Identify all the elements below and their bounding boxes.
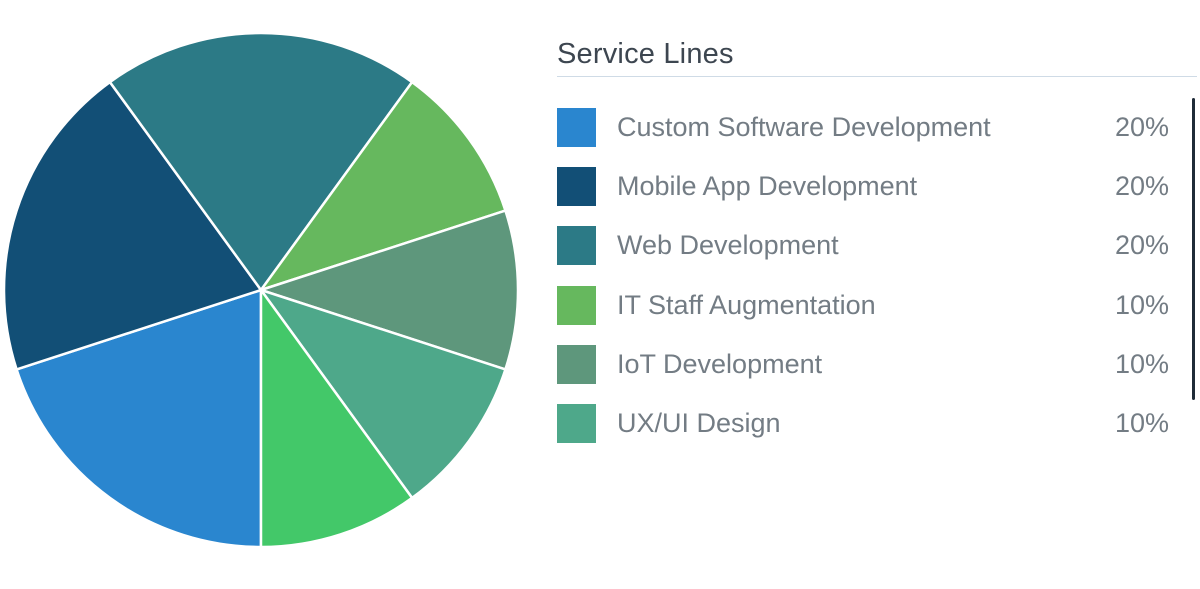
legend-value: 10% [1114,348,1169,379]
legend-value: 10% [1114,407,1169,438]
legend-swatch [557,285,596,325]
legend-scrollbar[interactable] [1192,98,1195,400]
legend-item[interactable]: Mobile App Development 20% [557,167,1169,226]
pie-chart [2,31,520,549]
legend-item[interactable]: Custom Software Development 20% [557,108,1169,167]
legend-label: IoT Development [617,348,823,379]
legend-swatch [557,344,596,384]
legend-value: 20% [1114,230,1169,261]
legend-item[interactable]: IoT Development 10% [557,344,1169,404]
legend-swatch [557,108,596,147]
pie-slice[interactable] [108,31,414,292]
legend-label: Mobile App Development [617,171,918,202]
legend-value: 20% [1114,171,1169,202]
legend-divider [557,76,1197,77]
legend-swatch [557,403,596,443]
legend-item[interactable]: IT Staff Augmentation 10% [557,285,1169,345]
legend-list: Custom Software Development 20% Mobile App… [557,108,1169,463]
legend-value: 10% [1114,289,1169,320]
pie-slice[interactable] [15,288,263,549]
legend-label: Custom Software Development [617,112,991,142]
pie-slice[interactable] [2,80,263,371]
pie-slice[interactable] [259,288,507,500]
legend-label: UX/UI Design [617,407,781,438]
legend-swatch [557,167,596,207]
legend-swatch [557,226,596,266]
pie-slice[interactable] [259,288,414,549]
legend-panel: Service Lines Custom Software Developmen… [557,30,1199,460]
legend-title: Service Lines [557,38,734,70]
legend-label: IT Staff Augmentation [617,289,876,320]
legend-label: Web Development [617,230,839,261]
legend-value: 20% [1114,112,1169,142]
legend-item[interactable]: UX/UI Design 10% [557,403,1169,463]
legend-item[interactable]: Web Development 20% [557,226,1169,285]
pie-slice[interactable] [259,209,520,371]
pie-slice[interactable] [259,80,507,292]
